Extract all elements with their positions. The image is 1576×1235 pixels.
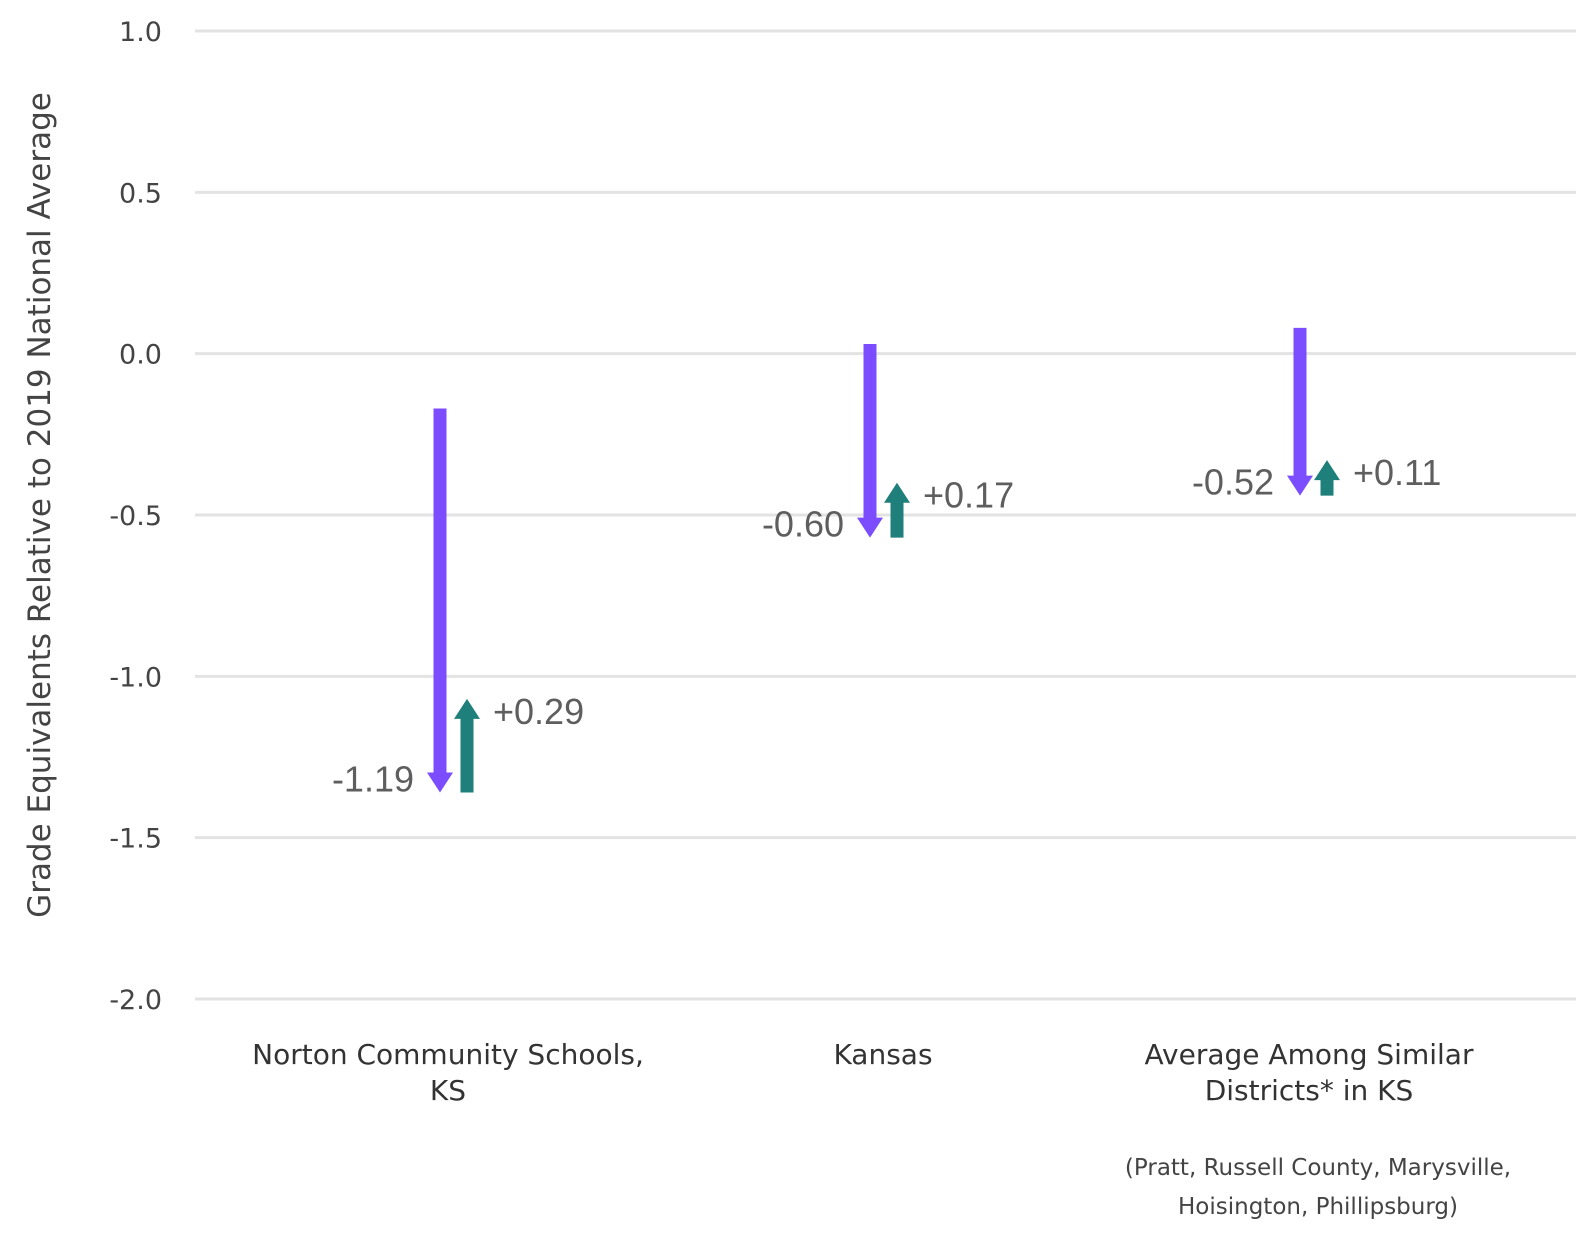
decline-label: -0.52 [1192,462,1274,503]
recovery-label: +0.11 [1353,452,1441,493]
decline-arrow [857,343,883,538]
decline-label: -1.19 [332,758,414,799]
y-tick-label: -1.5 [109,824,162,855]
y-tick-label: 1.0 [119,17,162,48]
y-axis-ticks: 1.0 0.5 0.0 -0.5 -1.0 -1.5 -2.0 [109,17,162,1016]
category-label: Average Among Similar [1145,1038,1474,1071]
recovery-label: +0.17 [923,475,1014,516]
recovery-arrow [884,482,910,538]
arrow-marks: -1.19 -0.60 -0.52 +0.29 +0.17 +0.11 [332,327,1441,799]
y-tick-label: -2.0 [109,985,162,1016]
category-label: Norton Community Schools, [252,1038,644,1071]
x-axis-categories: Norton Community Schools,KS Kansas Average… [252,1038,1511,1220]
decline-label: -0.60 [762,504,844,545]
y-axis-title: Grade Equivalents Relative to 2019 Natio… [22,92,58,918]
category-note: Hoisington, Phillipsburg) [1178,1194,1458,1220]
decline-arrow [427,408,453,793]
y-tick-label: 0.0 [119,340,162,371]
y-tick-label: 0.5 [119,178,162,209]
recovery-arrow [454,698,480,793]
decline-arrow [1287,327,1313,496]
category-label: Districts* in KS [1205,1074,1414,1107]
category-note: (Pratt, Russell County, Marysville, [1125,1155,1511,1181]
category-label: Kansas [833,1038,932,1071]
y-tick-label: -1.0 [109,662,162,693]
recovery-arrow [1314,460,1340,496]
y-tick-label: -0.5 [109,501,162,532]
category-label: KS [430,1074,466,1107]
gridlines [195,29,1576,1001]
recovery-label: +0.29 [493,691,584,732]
